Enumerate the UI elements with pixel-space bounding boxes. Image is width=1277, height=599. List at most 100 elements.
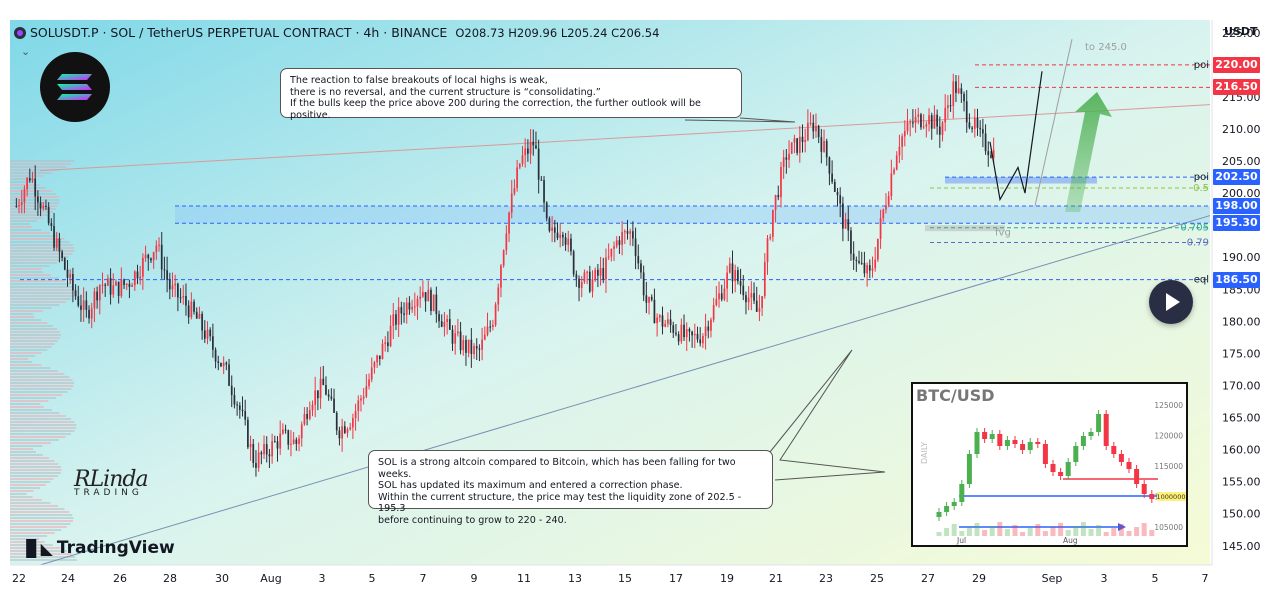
candle-body: [502, 250, 505, 266]
inset-x-tick: Aug: [1063, 536, 1078, 545]
candle-body: [373, 362, 376, 368]
top-note-pointer: [684, 117, 796, 123]
volume-profile-bar: [10, 253, 73, 255]
poi-label-top: poi: [1194, 60, 1209, 71]
candle-body: [642, 272, 645, 296]
y-tick-label: 155.00: [1222, 476, 1261, 489]
candle-body: [494, 304, 497, 325]
candle-body: [737, 270, 739, 282]
volume-profile-bar: [10, 430, 75, 432]
inset-candle: [1141, 484, 1147, 494]
inset-candle: [1050, 464, 1056, 472]
candle-body: [220, 362, 222, 367]
candle-body: [389, 325, 392, 347]
candle-body: [952, 81, 955, 107]
candle-body: [615, 240, 618, 247]
symbol-header[interactable]: SOLUSDT.P · SOL / TetherUS PERPETUAL CON…: [14, 25, 659, 40]
candle-body: [150, 258, 152, 261]
candle-body: [486, 326, 489, 335]
x-tick-label: 3: [319, 572, 326, 585]
candle-body: [117, 281, 120, 296]
x-tick-label: 27: [921, 572, 935, 585]
volume-profile-bar: [10, 277, 59, 279]
annotations: poi poi eql 0.5 0.705 0.79 to 245.0 fvg: [684, 39, 1209, 481]
volume-profile-bar: [10, 325, 53, 327]
candle-body: [443, 322, 446, 327]
y-tick-label: 160.00: [1222, 444, 1261, 457]
candle-body: [693, 333, 696, 336]
candle-body: [133, 271, 136, 286]
candle-body: [556, 232, 559, 238]
candle-body: [774, 195, 777, 210]
candle-body: [198, 313, 201, 319]
inset-candle: [1065, 462, 1071, 476]
play-button[interactable]: [1149, 280, 1193, 324]
candle-body: [992, 149, 995, 158]
chevron-down-icon[interactable]: ⌄: [21, 45, 31, 58]
candle-body: [801, 136, 804, 142]
eql-label: eql: [1194, 275, 1209, 286]
candle-body: [710, 319, 712, 331]
candle-body: [279, 433, 282, 449]
price-tag: 195.30: [1213, 215, 1260, 232]
candle-body: [640, 263, 642, 273]
green-up-arrow: [1065, 92, 1112, 212]
candle-body: [508, 212, 510, 234]
inset-candle: [944, 506, 950, 512]
volume-profile-bar: [10, 394, 63, 396]
volume-profile-bar: [10, 529, 62, 531]
candle-body: [543, 179, 545, 203]
candle-body: [863, 262, 866, 274]
volume-profile-bar: [10, 472, 61, 474]
candle-body: [26, 178, 28, 190]
inset-candle: [959, 484, 965, 502]
candle-body: [718, 293, 720, 300]
candle-body: [812, 122, 815, 132]
candle-body: [303, 413, 306, 425]
lower-trendline: [39, 215, 1211, 566]
candle-body: [317, 390, 319, 399]
candle-body: [890, 173, 893, 197]
volume-profile-bar: [10, 379, 73, 381]
volume-profile-bar: [10, 304, 60, 306]
candle-body: [726, 272, 728, 289]
inset-candle: [1020, 444, 1026, 450]
axis-unit[interactable]: USDT: [1224, 25, 1258, 38]
candle-body: [166, 270, 168, 280]
candle-body: [968, 122, 971, 128]
y-tick-label: 225.00: [1222, 27, 1261, 40]
x-tick-label: 30: [215, 572, 229, 585]
candle-body: [809, 122, 812, 124]
btc-inset-chart: BTC/USD 125000120000115000110000105000Ju…: [911, 382, 1188, 547]
candle-body: [836, 191, 839, 196]
candle-body: [50, 223, 53, 226]
candle-body: [115, 281, 117, 286]
volume-profile-bar: [10, 484, 46, 486]
candle-body: [430, 289, 432, 312]
solana-icon: [14, 26, 26, 39]
candle-body: [23, 189, 26, 203]
volume-profile-bar: [10, 223, 31, 225]
candle-body: [470, 339, 473, 355]
candle-body: [535, 145, 537, 149]
candle-body: [77, 296, 80, 306]
inset-volume-bar: [1065, 530, 1071, 536]
candle-body: [58, 238, 61, 252]
volume-profile-bar: [10, 160, 75, 162]
candle-body: [712, 305, 715, 320]
candle-body: [370, 367, 373, 380]
candle-body: [979, 127, 982, 130]
candle-body: [37, 196, 39, 203]
candle-body: [691, 331, 693, 336]
candle-body: [963, 93, 965, 102]
volume-profile-bar: [10, 307, 52, 309]
inset-arrow-head: [1118, 523, 1126, 531]
tradingview-logo[interactable]: ▐▌◣ TradingView: [20, 538, 175, 558]
inset-volume-bar: [1149, 530, 1155, 536]
candle-body: [930, 115, 933, 129]
volume-profile-bar: [10, 481, 51, 483]
volume-profile-bar: [10, 217, 44, 219]
volume-profile-bar: [10, 445, 43, 447]
candle-body: [497, 287, 500, 305]
candle-body: [815, 126, 817, 132]
